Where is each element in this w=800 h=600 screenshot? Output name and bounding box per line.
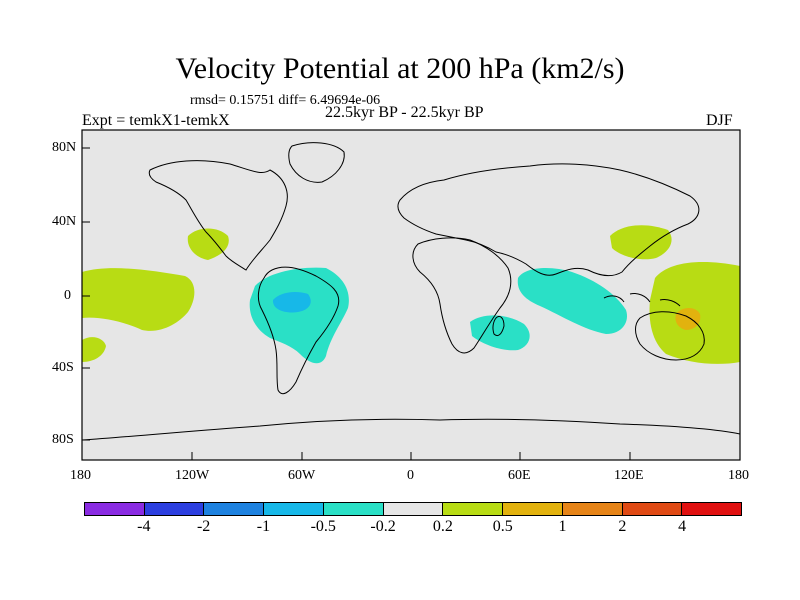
coast-antarctica <box>81 418 741 441</box>
plot-title: Velocity Potential at 200 hPa (km2/s) <box>175 52 625 85</box>
colorbar-swatch <box>503 503 563 515</box>
y-tick-label: 40N <box>52 214 77 229</box>
colorbar-swatch <box>562 503 623 515</box>
x-tick-label: 120E <box>614 468 644 483</box>
colorbar-swatch <box>85 503 145 515</box>
anomaly-south-east-pacific-positive <box>82 337 106 362</box>
colorbar-label: 0.5 <box>492 518 513 535</box>
stats-line: rmsd= 0.15751 diff= 6.49694e-06 <box>190 93 381 108</box>
x-tick-label: 60E <box>508 468 531 483</box>
coast-south-america <box>257 266 340 395</box>
colorbar-label: -0.5 <box>310 518 336 535</box>
y-tick-label: 40S <box>52 360 74 375</box>
colorbar-swatch <box>144 503 205 515</box>
anomaly-north-east-pacific-positive <box>187 228 229 260</box>
coast-maritime-islands <box>603 293 681 307</box>
anomaly-east-asia-positive <box>610 225 672 260</box>
colorbar-label: -1 <box>256 518 271 535</box>
anomaly-amazon-core-negative <box>272 292 311 313</box>
colorbar <box>84 502 742 516</box>
y-tick-label: 80N <box>52 140 77 155</box>
colorbar-swatch <box>204 503 265 515</box>
colorbar-swatch <box>383 503 444 515</box>
period-label: 22.5kyr BP - 22.5kyr BP <box>325 104 484 121</box>
x-tick-label: 60W <box>288 468 316 483</box>
season-label: DJF <box>706 112 733 129</box>
y-tick-label: 80S <box>52 432 74 447</box>
x-tick-label: 180 <box>70 468 91 483</box>
anomaly-east-pacific-positive <box>82 268 195 331</box>
coast-north-america <box>148 160 288 271</box>
x-tick-label: 180 <box>728 468 749 483</box>
anomaly-madagascar-negative <box>470 315 530 351</box>
coast-madagascar <box>492 315 505 337</box>
colorbar-label: -4 <box>137 518 151 535</box>
tick-marks <box>82 147 631 460</box>
colorbar-label: -2 <box>196 518 211 535</box>
anomaly-indian-ocean-negative <box>517 268 628 334</box>
colorbar-swatch <box>622 503 683 515</box>
coastlines <box>81 142 741 441</box>
colorbar-swatch <box>323 503 384 515</box>
colorbar-label: -0.2 <box>370 518 396 535</box>
colorbar-swatch <box>264 503 324 515</box>
anomaly-new-guinea-core <box>675 308 701 330</box>
colorbar-label: 4 <box>678 518 687 535</box>
colorbar-swatch <box>443 503 504 515</box>
anomaly-shading <box>82 225 740 364</box>
x-tick-label: 120W <box>175 468 210 483</box>
coast-australia <box>635 311 705 361</box>
coast-africa <box>412 237 512 354</box>
experiment-label: Expt = temkX1-temkX <box>82 112 230 129</box>
coast-greenland <box>288 142 345 183</box>
anomaly-south-america-negative <box>249 267 349 364</box>
colorbar-swatch <box>682 503 742 515</box>
colorbar-label: 2 <box>618 518 627 535</box>
x-tick-label: 0 <box>407 468 414 483</box>
colorbar-label: 1 <box>558 518 567 535</box>
y-tick-label: 0 <box>64 288 71 303</box>
colorbar-label: 0.2 <box>432 518 453 535</box>
